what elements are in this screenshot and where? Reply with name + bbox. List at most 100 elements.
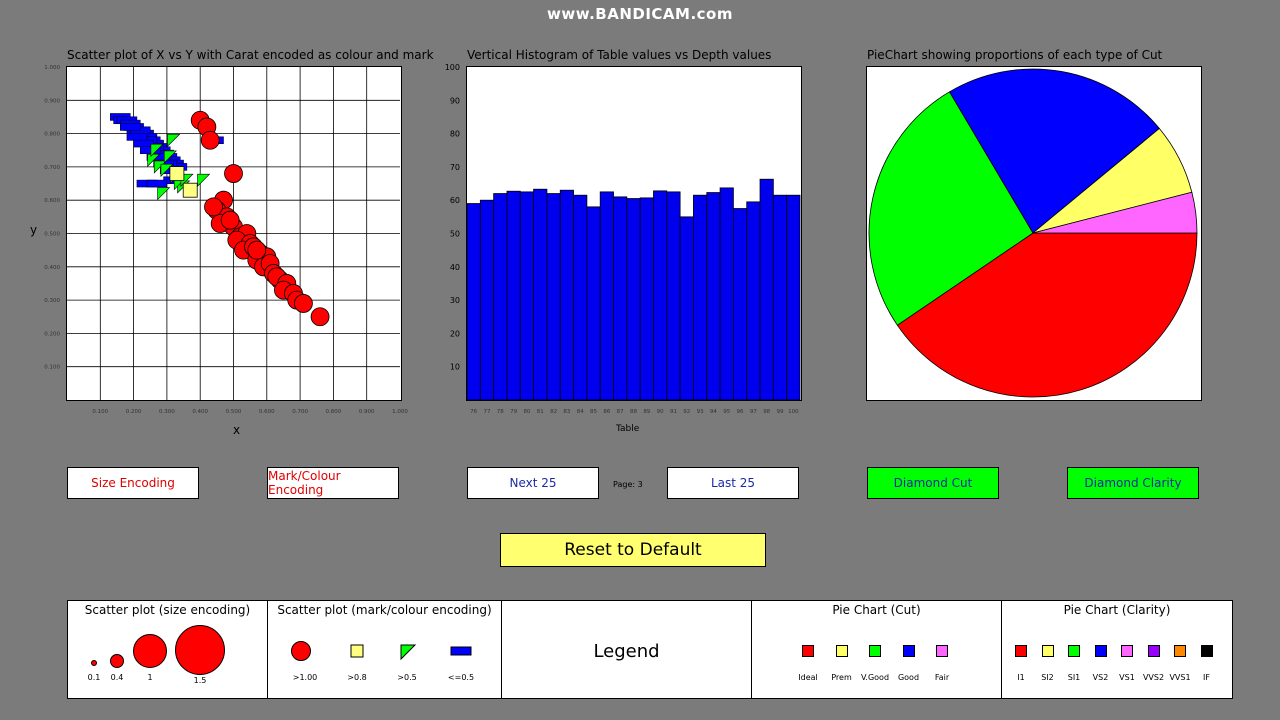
legend-swatch — [1174, 645, 1186, 657]
x-tick-label: 0.100 — [92, 409, 108, 415]
y-tick-label: 0.600 — [44, 198, 60, 204]
diamond-clarity-button[interactable]: Diamond Clarity — [1067, 467, 1199, 499]
legend-cut-section: Pie Chart (Cut) Ideal Prem V.Good Good Fair — [752, 601, 1002, 698]
reset-to-default-button[interactable]: Reset to Default — [500, 533, 766, 567]
scatter-point-triangle — [163, 150, 177, 164]
last-25-button[interactable]: Last 25 — [667, 467, 799, 499]
x-tick-label: 91 — [670, 409, 677, 415]
legend-swatch — [902, 645, 915, 657]
x-tick-label: 0.600 — [259, 409, 275, 415]
legend-swatch — [1094, 645, 1107, 657]
y-tick-label: 40 — [450, 263, 460, 272]
size-circle-1.5 — [175, 625, 225, 675]
legend-cut-title: Pie Chart (Cut) — [832, 603, 921, 617]
y-tick-label: 100 — [445, 63, 460, 72]
pie-title: PieChart showing proportions of each typ… — [867, 48, 1163, 62]
legend-mark-title: Scatter plot (mark/colour encoding) — [277, 603, 492, 617]
next-25-button[interactable]: Next 25 — [467, 467, 599, 499]
x-tick-label: 84 — [577, 409, 584, 415]
x-tick-label: 87 — [617, 409, 624, 415]
size-label: 0.4 — [110, 673, 124, 682]
legend-mark-section: Scatter plot (mark/colour encoding) >1.0… — [268, 601, 502, 698]
pie-slice-ideal — [896, 232, 1198, 398]
legend-item-label: VVS1 — [1169, 673, 1191, 682]
scatter-point-triangle — [153, 160, 167, 174]
y-tick-label: 10 — [450, 363, 460, 372]
histogram-bar — [786, 194, 801, 401]
x-tick-label: 97 — [750, 409, 757, 415]
legend-center-section: Legend — [502, 601, 752, 698]
legend-swatch — [835, 645, 848, 657]
legend-size-circles — [91, 625, 225, 675]
mark-label: >1.00 — [292, 673, 318, 682]
x-tick-label: 88 — [630, 409, 637, 415]
diamond-cut-button[interactable]: Diamond Cut — [867, 467, 999, 499]
y-tick-label: 0.500 — [44, 232, 60, 238]
watermark-text: www.BANDICAM.com — [546, 5, 733, 23]
scatter-xlabel: x — [233, 423, 241, 437]
scatter-point-circle — [200, 130, 220, 150]
page-indicator: Page: 3 — [613, 480, 643, 489]
scatter-point-triangle — [150, 143, 164, 157]
size-circle-0.1 — [91, 660, 97, 666]
mark-square-icon — [350, 644, 364, 658]
legend-size-title: Scatter plot (size encoding) — [84, 603, 251, 617]
size-circle-0.4 — [110, 654, 124, 668]
legend-swatch — [869, 645, 881, 657]
y-tick-label: 0.400 — [44, 265, 60, 271]
scatter-point-circle — [224, 164, 243, 183]
scatter-title: Scatter plot of X vs Y with Carat encode… — [67, 48, 434, 62]
histogram-title: Vertical Histogram of Table values vs De… — [467, 48, 772, 62]
size-encoding-button[interactable]: Size Encoding — [67, 467, 199, 499]
size-label: 1 — [147, 673, 153, 682]
x-tick-label: 89 — [643, 409, 650, 415]
y-tick-label: 0.100 — [44, 365, 60, 371]
pie-slice-fair — [1032, 191, 1198, 234]
x-tick-label: 86 — [603, 409, 610, 415]
y-tick-label: 30 — [450, 296, 460, 305]
x-tick-label: 95 — [723, 409, 730, 415]
legend-heading: Legend — [593, 641, 660, 662]
mark-label: >0.8 — [347, 673, 367, 682]
x-tick-label: 92 — [683, 409, 690, 415]
scatter-point-square — [182, 182, 198, 198]
y-tick-label: 1.000 — [44, 65, 60, 71]
x-tick-label: 96 — [737, 409, 744, 415]
mark-colour-encoding-button[interactable]: Mark/Colour Encoding — [267, 467, 399, 499]
legend-item-label: Ideal — [798, 673, 818, 682]
y-tick-label: 0.200 — [44, 331, 60, 337]
x-tick-label: 81 — [537, 409, 544, 415]
legend-item-label: Good — [897, 673, 920, 682]
legend-mark-symbols — [291, 641, 472, 661]
legend-clarity-title: Pie Chart (Clarity) — [1063, 603, 1171, 617]
legend-size-section: Scatter plot (size encoding) 0.1 0.4 1 1… — [68, 601, 268, 698]
legend-swatch — [1068, 645, 1080, 657]
mark-label: <=0.5 — [447, 673, 475, 682]
y-tick-label: 0.700 — [44, 165, 60, 171]
legend-item-label: VVS2 — [1142, 673, 1165, 682]
y-tick-label: 70 — [450, 163, 460, 172]
legend-item-label: V.Good — [860, 673, 890, 682]
x-tick-label: 93 — [697, 409, 704, 415]
scatter-point-bar — [120, 123, 141, 131]
pie-slice-vgood — [948, 68, 1160, 234]
y-tick-label: 60 — [450, 196, 460, 205]
x-tick-label: 0.800 — [326, 409, 342, 415]
y-tick-label: 20 — [450, 329, 460, 338]
legend-item-label: SI1 — [1067, 673, 1081, 682]
x-tick-label: 82 — [550, 409, 557, 415]
scatter-point-circle — [247, 240, 267, 260]
mark-label: >0.5 — [397, 673, 417, 682]
scatter-point-circle — [220, 210, 240, 230]
legend-item-label: I1 — [1017, 673, 1025, 682]
legend-swatch — [1015, 645, 1027, 657]
histogram-xlabel: Table — [616, 424, 640, 434]
scatter-point-triangle — [197, 173, 211, 187]
legend-item-label: IF — [1203, 673, 1210, 682]
size-circle-1 — [133, 634, 167, 668]
scatter-point-triangle — [167, 133, 181, 147]
legend-clarity-section: Pie Chart (Clarity) I1 SI2 SI1 VS2 VS1 VVS2 VV… — [1002, 601, 1232, 698]
x-tick-label: 79 — [510, 409, 517, 415]
